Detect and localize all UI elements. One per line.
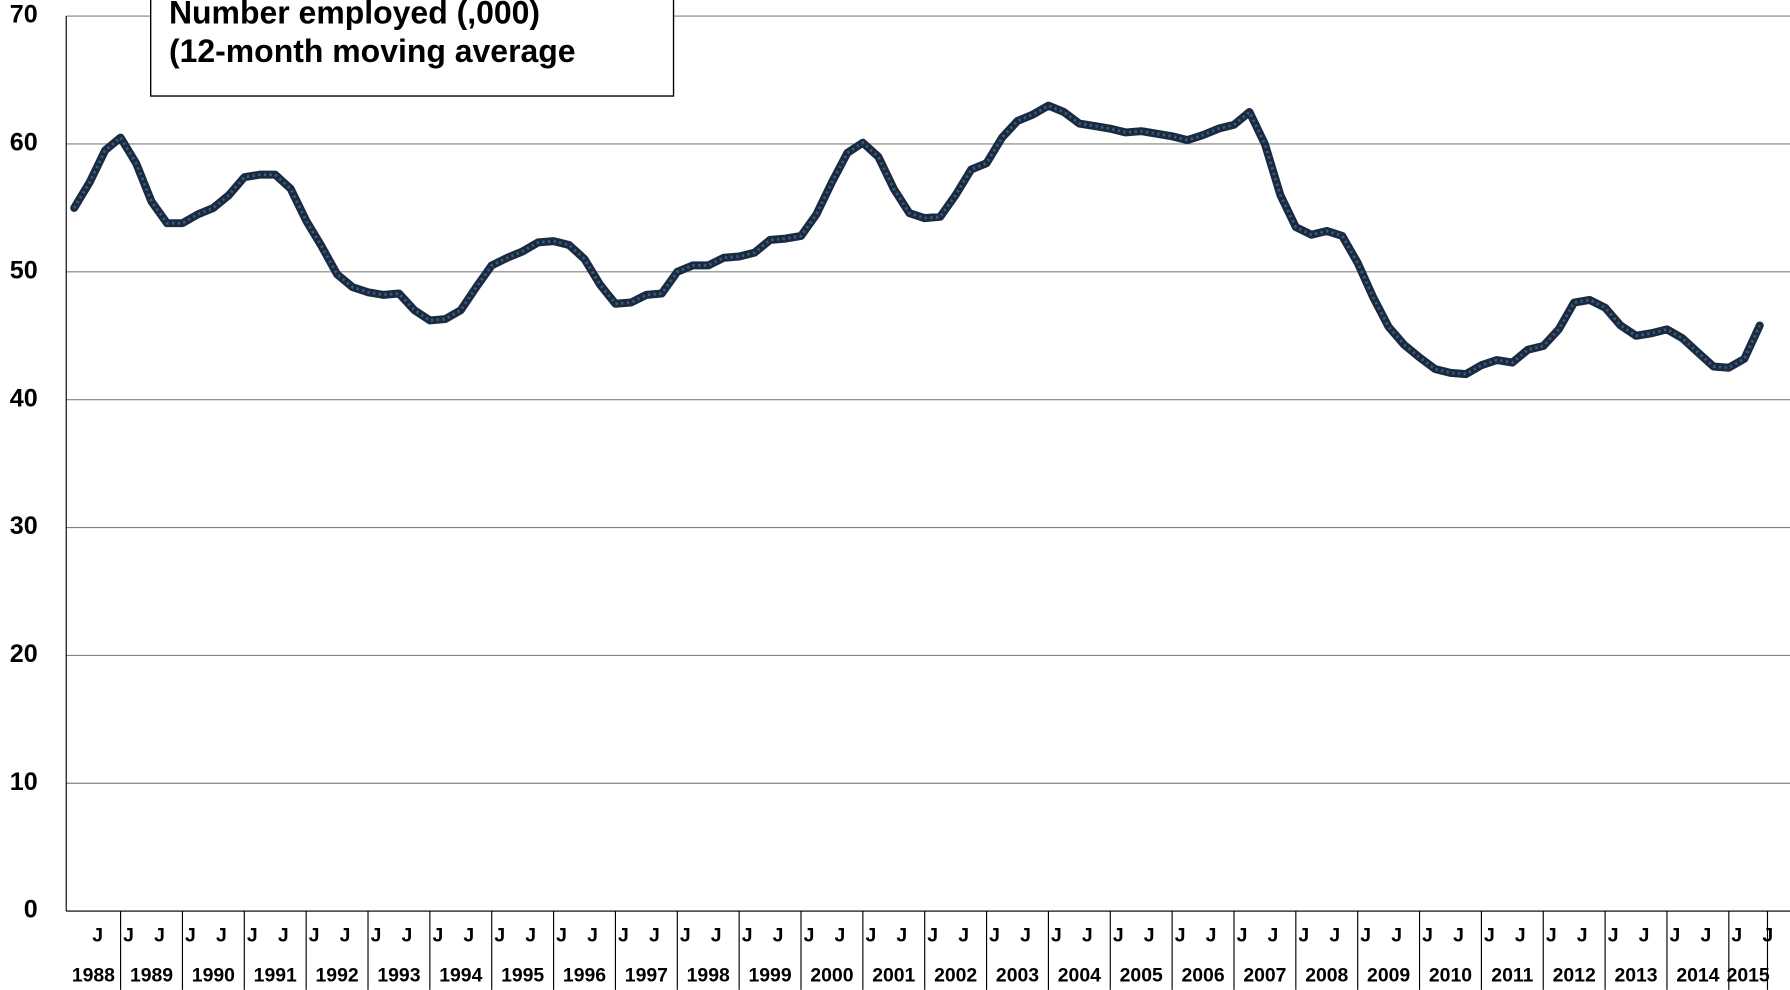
y-tick-label: 60 xyxy=(10,129,38,157)
x-tick-label: J xyxy=(1268,924,1279,946)
x-tick-label: J xyxy=(309,924,320,946)
y-tick-label: 40 xyxy=(10,384,38,412)
year-label: 2003 xyxy=(996,964,1039,986)
x-tick-label: J xyxy=(835,924,846,946)
x-tick-label: J xyxy=(1020,924,1031,946)
x-tick-label: J xyxy=(927,924,938,946)
x-tick-label: J xyxy=(402,924,413,946)
x-tick-label: J xyxy=(1608,924,1619,946)
x-tick-label: J xyxy=(711,924,722,946)
chart-title: Number employed (,000) xyxy=(169,0,540,30)
year-label: 2007 xyxy=(1243,964,1286,986)
x-tick-label: J xyxy=(185,924,196,946)
x-tick-label: J xyxy=(1391,924,1402,946)
year-label: 2013 xyxy=(1614,964,1657,986)
x-tick-label: J xyxy=(1422,924,1433,946)
x-tick-label: J xyxy=(989,924,1000,946)
year-label: 1996 xyxy=(563,964,606,986)
x-tick-label: J xyxy=(1700,924,1711,946)
x-tick-label: J xyxy=(1670,924,1681,946)
year-label: 2006 xyxy=(1181,964,1224,986)
x-tick-label: J xyxy=(247,924,258,946)
year-label: 1995 xyxy=(501,964,544,986)
year-label: 2014 xyxy=(1676,964,1719,986)
x-tick-label: J xyxy=(463,924,474,946)
x-tick-label: J xyxy=(1546,924,1557,946)
x-tick-label: J xyxy=(92,924,103,946)
x-tick-label: J xyxy=(1237,924,1248,946)
x-tick-label: J xyxy=(1298,924,1309,946)
year-label: 2015 xyxy=(1727,964,1770,986)
series-line xyxy=(70,101,1764,379)
year-label: 2008 xyxy=(1305,964,1348,986)
year-label: 1999 xyxy=(748,964,791,986)
year-label: 1997 xyxy=(625,964,668,986)
x-tick-label: J xyxy=(154,924,165,946)
x-tick-label: J xyxy=(494,924,505,946)
x-tick-label: J xyxy=(1360,924,1371,946)
x-tick-label: J xyxy=(432,924,443,946)
year-label: 1994 xyxy=(439,964,482,986)
x-tick-label: J xyxy=(556,924,567,946)
year-label: 2011 xyxy=(1491,964,1533,986)
chart-subtitle: (12-month moving average xyxy=(169,33,576,69)
x-tick-label: J xyxy=(865,924,876,946)
year-label: 2000 xyxy=(810,964,853,986)
x-tick-label: J xyxy=(804,924,815,946)
year-label: 2005 xyxy=(1120,964,1163,986)
year-label: 1998 xyxy=(687,964,730,986)
x-tick-label: J xyxy=(1453,924,1464,946)
year-label: 2009 xyxy=(1367,964,1410,986)
x-tick-label: J xyxy=(742,924,753,946)
x-tick-label: J xyxy=(1144,924,1155,946)
x-tick-label: J xyxy=(1206,924,1217,946)
year-label: 1992 xyxy=(316,964,359,986)
year-label: 2010 xyxy=(1429,964,1472,986)
year-label: 1989 xyxy=(130,964,173,986)
x-tick-label: J xyxy=(1515,924,1526,946)
x-tick-label: J xyxy=(1577,924,1588,946)
year-label: 1988 xyxy=(72,964,115,986)
x-tick-label: J xyxy=(773,924,784,946)
x-tick-label: J xyxy=(216,924,227,946)
y-tick-label: 20 xyxy=(10,640,38,668)
x-tick-label: J xyxy=(525,924,536,946)
y-tick-label: 0 xyxy=(24,896,38,924)
x-tick-label: J xyxy=(1639,924,1650,946)
x-tick-label: J xyxy=(1113,924,1124,946)
year-label: 2001 xyxy=(872,964,915,986)
x-tick-label: J xyxy=(123,924,134,946)
x-tick-label: J xyxy=(896,924,907,946)
x-tick-label: J xyxy=(1731,924,1742,946)
y-tick-label: 70 xyxy=(10,1,38,29)
x-tick-label: J xyxy=(680,924,691,946)
x-tick-label: J xyxy=(618,924,629,946)
year-label: 1993 xyxy=(377,964,420,986)
series-line-texture xyxy=(72,104,1762,376)
year-label: 1991 xyxy=(254,964,297,986)
title-box xyxy=(150,0,675,97)
x-tick-label: J xyxy=(1082,924,1093,946)
y-tick-label: 50 xyxy=(10,256,38,284)
year-label: 1990 xyxy=(192,964,235,986)
x-tick-label: J xyxy=(278,924,289,946)
year-label: 2012 xyxy=(1553,964,1596,986)
x-tick-label: J xyxy=(958,924,969,946)
y-tick-label: 10 xyxy=(10,768,38,796)
x-tick-label: J xyxy=(1051,924,1062,946)
x-tick-label: J xyxy=(340,924,351,946)
y-tick-label: 30 xyxy=(10,512,38,540)
year-label: 2002 xyxy=(934,964,977,986)
x-tick-label: J xyxy=(1484,924,1495,946)
x-tick-label: J xyxy=(371,924,382,946)
x-tick-label: J xyxy=(587,924,598,946)
x-tick-label: J xyxy=(1329,924,1340,946)
year-label: 2004 xyxy=(1058,964,1101,986)
x-tick-label: J xyxy=(1175,924,1186,946)
x-tick-label: J xyxy=(649,924,660,946)
